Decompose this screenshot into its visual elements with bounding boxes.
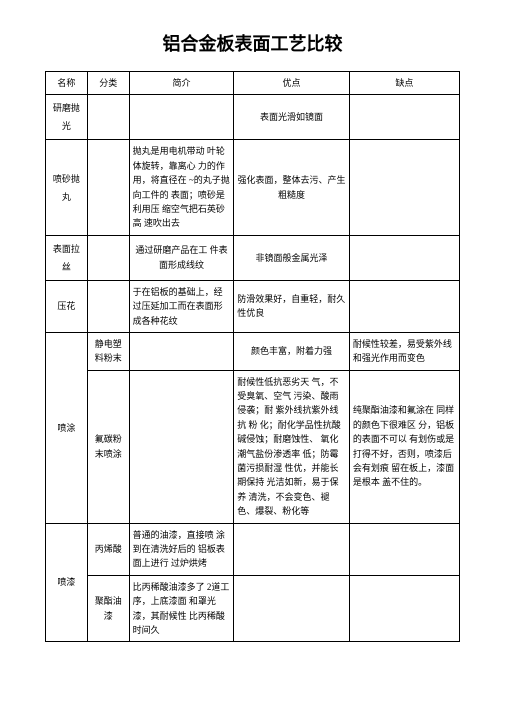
cell-intro xyxy=(129,370,234,523)
cell-name: 表面拉丝 xyxy=(46,235,88,280)
cell-category: 丙烯酸 xyxy=(87,523,129,575)
header-pros: 优点 xyxy=(234,72,350,95)
cell-pros: 强化表面，整体去污、产生粗糙度 xyxy=(234,140,350,235)
table-row: 喷砂抛丸 抛丸是用电机带动 叶轮体旋转，靠离心 力的作用，将直径在 ~的丸子抛向… xyxy=(46,140,460,235)
cell-category xyxy=(87,280,129,332)
cell-category: 聚酯油漆 xyxy=(87,575,129,642)
cell-intro: 于在铝板的基础上，经过压延加工而在表面形成各种花纹 xyxy=(129,280,234,332)
cell-cons xyxy=(349,140,459,235)
page-title: 铝合金板表面工艺比较 xyxy=(45,30,460,56)
cell-pros xyxy=(234,523,350,575)
header-intro: 简介 xyxy=(129,72,234,95)
cell-pros: 表面光滑如镜面 xyxy=(234,95,350,140)
table-row: 研磨抛光 表面光滑如镜面 xyxy=(46,95,460,140)
table-row: 氟碳粉末喷涂 耐候性低抗恶劣天 气，不受臭氧、空气 污染、酸雨侵袭；耐 紫外线抗… xyxy=(46,370,460,523)
cell-name: 研磨抛光 xyxy=(46,95,88,140)
cell-category: 氟碳粉末喷涂 xyxy=(87,370,129,523)
cell-category xyxy=(87,140,129,235)
cell-pros: 非镜面般金属光泽 xyxy=(234,235,350,280)
cell-pros: 防滑效果好，自重轻，耐久性优良 xyxy=(234,280,350,332)
cell-cons xyxy=(349,95,459,140)
table-row: 压花 于在铝板的基础上，经过压延加工而在表面形成各种花纹 防滑效果好，自重轻，耐… xyxy=(46,280,460,332)
cell-category: 静电塑料粉末 xyxy=(87,332,129,370)
cell-name: 喷砂抛丸 xyxy=(46,140,88,235)
cell-pros: 耐候性低抗恶劣天 气，不受臭氧、空气 污染、酸雨侵袭；耐 紫外线抗紫外线抗 粉 … xyxy=(234,370,350,523)
header-name: 名称 xyxy=(46,72,88,95)
cell-intro xyxy=(129,95,234,140)
cell-cons xyxy=(349,235,459,280)
cell-category xyxy=(87,95,129,140)
cell-name: 喷漆 xyxy=(46,523,88,642)
cell-intro: 比丙稀酸油漆多了 2道工序，上底漆面 和罩光漆，其耐候性 比丙稀酸时间久 xyxy=(129,575,234,642)
cell-name: 喷涂 xyxy=(46,332,88,523)
header-cons: 缺点 xyxy=(349,72,459,95)
comparison-table: 名称 分类 简介 优点 缺点 研磨抛光 表面光滑如镜面 喷砂抛丸 抛丸是用电机带… xyxy=(45,71,460,642)
table-header-row: 名称 分类 简介 优点 缺点 xyxy=(46,72,460,95)
cell-intro: 抛丸是用电机带动 叶轮体旋转，靠离心 力的作用，将直径在 ~的丸子抛向工件的 表… xyxy=(129,140,234,235)
cell-intro: 通过研磨产品在工 件表面形成线纹 xyxy=(129,235,234,280)
cell-name: 压花 xyxy=(46,280,88,332)
cell-pros xyxy=(234,575,350,642)
cell-pros: 颜色丰富，附着力强 xyxy=(234,332,350,370)
cell-intro xyxy=(129,332,234,370)
table-row: 喷涂 静电塑料粉末 颜色丰富，附着力强 耐候性较差，易受紫外线和强光作用而变色 xyxy=(46,332,460,370)
table-row: 聚酯油漆 比丙稀酸油漆多了 2道工序，上底漆面 和罩光漆，其耐候性 比丙稀酸时间… xyxy=(46,575,460,642)
cell-cons: 纯聚酯油漆和氟涂在 同样的颜色下很难区 分，铝板的表面不可以 有划伤或是打得不好… xyxy=(349,370,459,523)
table-row: 喷漆 丙烯酸 普通的油漆，直接喷 涂到在清洗好后的 铝板表面上进行 过炉烘烤 xyxy=(46,523,460,575)
cell-category xyxy=(87,235,129,280)
table-row: 表面拉丝 通过研磨产品在工 件表面形成线纹 非镜面般金属光泽 xyxy=(46,235,460,280)
cell-cons: 耐候性较差，易受紫外线和强光作用而变色 xyxy=(349,332,459,370)
cell-cons xyxy=(349,575,459,642)
header-category: 分类 xyxy=(87,72,129,95)
cell-intro: 普通的油漆，直接喷 涂到在清洗好后的 铝板表面上进行 过炉烘烤 xyxy=(129,523,234,575)
cell-cons xyxy=(349,523,459,575)
cell-cons xyxy=(349,280,459,332)
